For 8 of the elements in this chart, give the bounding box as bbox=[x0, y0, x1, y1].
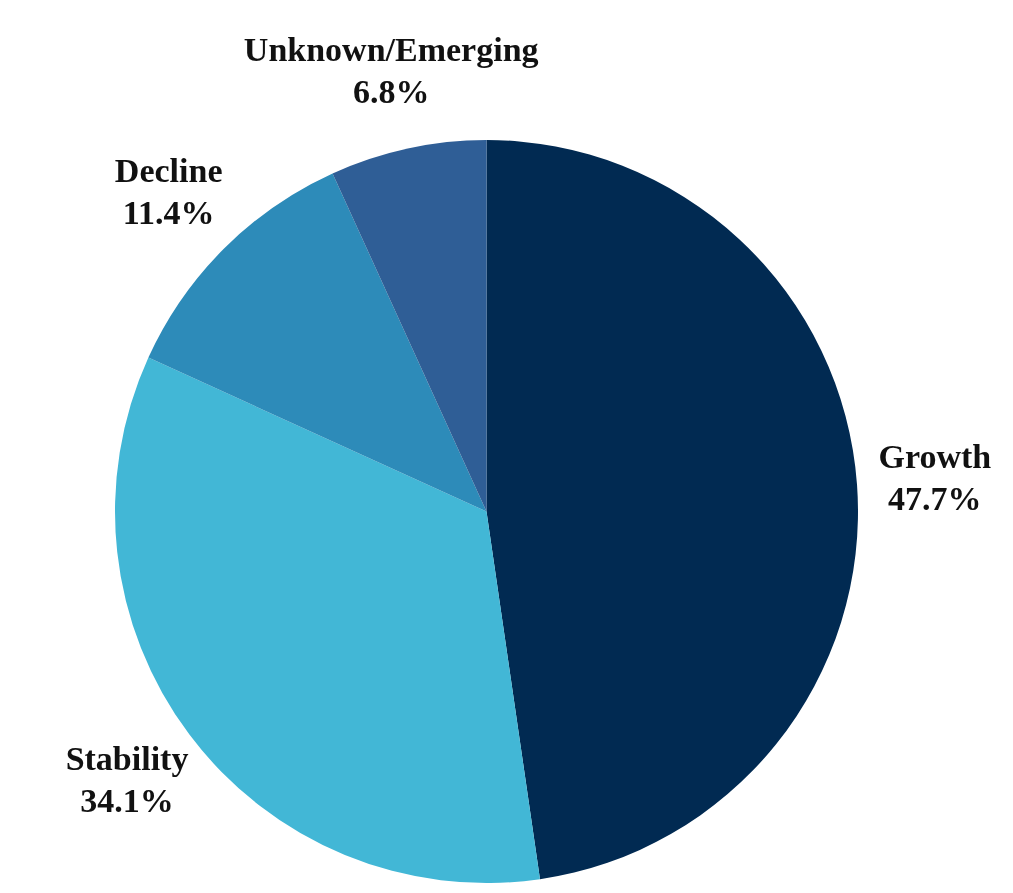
data-label: 47.7% bbox=[888, 479, 982, 517]
slice-label: Unknown/Emerging bbox=[243, 31, 539, 68]
data-label: 34.1% bbox=[80, 782, 174, 820]
data-label: 6.8% bbox=[352, 73, 430, 110]
slice-label: Growth bbox=[878, 437, 992, 475]
slice-label: Decline bbox=[114, 152, 223, 190]
data-label: 11.4% bbox=[122, 194, 215, 232]
slice-label: Stability bbox=[65, 740, 189, 778]
